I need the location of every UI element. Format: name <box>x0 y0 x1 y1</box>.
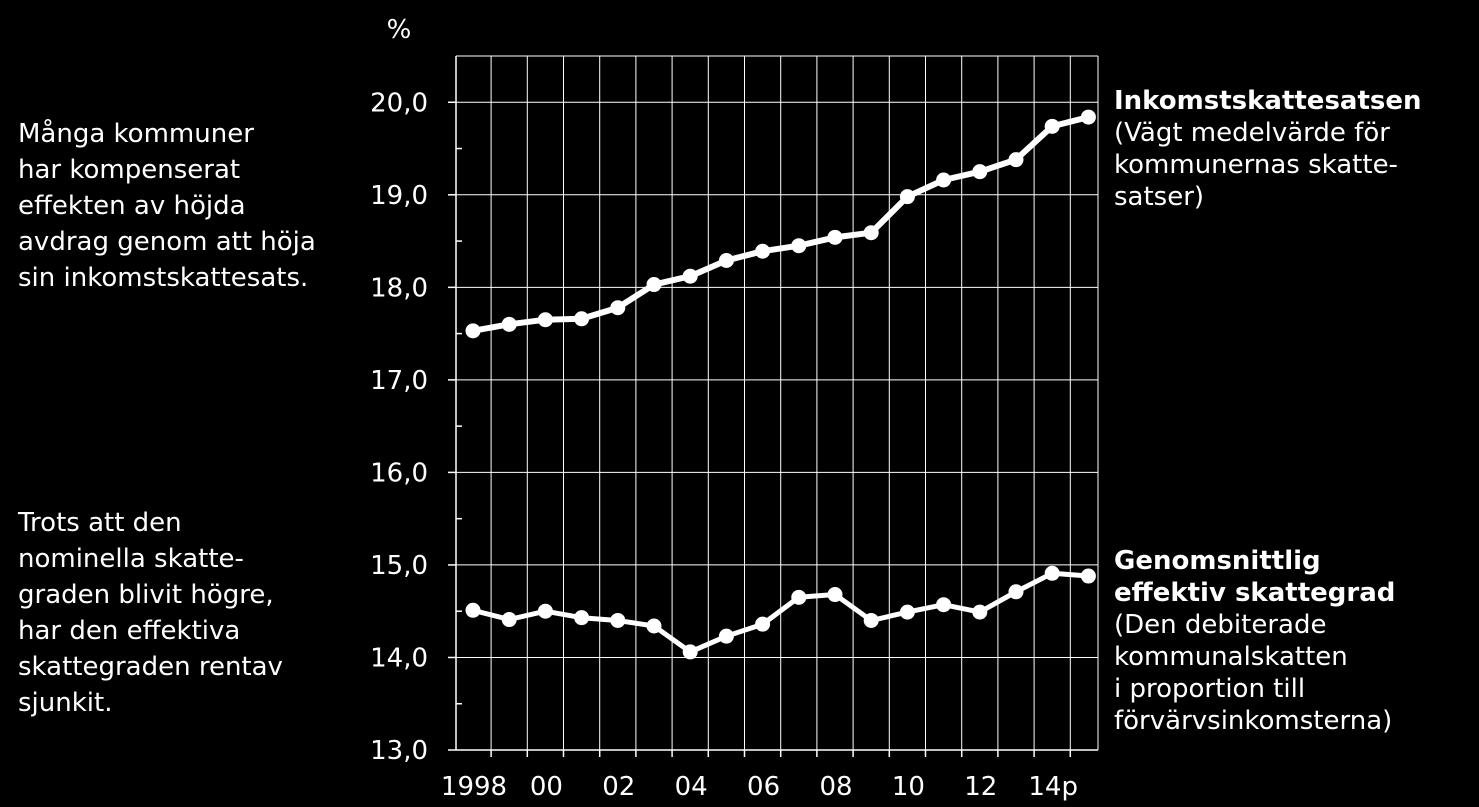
y-tick-label: 20,0 <box>370 88 428 118</box>
data-point <box>1008 152 1024 168</box>
data-point <box>827 587 843 603</box>
y-tick-label: 19,0 <box>370 181 428 211</box>
data-point <box>899 189 915 205</box>
data-point <box>646 277 662 293</box>
y-tick-label: 18,0 <box>370 273 428 303</box>
y-axis-unit: % <box>387 15 412 45</box>
data-point <box>610 300 626 316</box>
data-point <box>574 610 590 626</box>
x-tick-label: 12 <box>964 772 997 802</box>
x-tick-label: 02 <box>602 772 635 802</box>
series-label-income-tax-title: Inkomstskattesatsen <box>1114 86 1422 116</box>
data-point <box>863 612 879 628</box>
data-point <box>972 604 988 620</box>
data-point <box>1008 584 1024 600</box>
x-tick-label: 00 <box>530 772 563 802</box>
annotation-top: Många kommuner har kompenserat effekten … <box>18 119 316 293</box>
data-point <box>1080 109 1096 125</box>
data-point <box>1080 568 1096 584</box>
data-point <box>682 268 698 284</box>
data-point <box>1044 118 1060 134</box>
data-point <box>972 164 988 180</box>
data-point <box>537 312 553 328</box>
series-label-effective-rate: Genomsnittlig effektiv skattegrad (Den d… <box>1114 545 1474 737</box>
data-point <box>718 628 734 644</box>
data-point <box>465 323 481 339</box>
series-group <box>465 109 1096 660</box>
y-tick-label: 17,0 <box>370 366 428 396</box>
data-point <box>501 612 517 628</box>
data-point <box>755 243 771 259</box>
series-label-income-tax-desc: (Vägt medelvärde för kommunernas skatte-… <box>1114 118 1398 212</box>
y-tick-label: 16,0 <box>370 458 428 488</box>
data-point <box>537 603 553 619</box>
data-point <box>936 597 952 613</box>
y-tick-label: 13,0 <box>370 736 428 766</box>
data-point <box>755 616 771 632</box>
data-point <box>791 238 807 254</box>
x-tick-label: 08 <box>819 772 852 802</box>
data-point <box>1044 565 1060 581</box>
data-point <box>718 252 734 268</box>
data-point <box>936 172 952 188</box>
data-point <box>899 604 915 620</box>
data-point <box>501 316 517 332</box>
annotation-bottom: Trots att den nominella skatte- graden b… <box>18 508 283 718</box>
data-point <box>791 589 807 605</box>
y-tick-label: 14,0 <box>370 643 428 673</box>
y-tick-label: 15,0 <box>370 551 428 581</box>
series-label-income-tax: Inkomstskattesatsen (Vägt medelvärde för… <box>1114 85 1474 213</box>
x-tick-label: 14p <box>1028 772 1078 802</box>
data-point <box>610 612 626 628</box>
data-point <box>646 618 662 634</box>
data-point <box>682 644 698 660</box>
series-label-effective-rate-desc: (Den debiterade kommunalskatten i propor… <box>1114 610 1393 736</box>
series-label-effective-rate-title: Genomsnittlig effektiv skattegrad <box>1114 546 1396 608</box>
x-tick-label: 06 <box>747 772 780 802</box>
data-point <box>827 229 843 245</box>
x-tick-label: 1998 <box>441 772 507 802</box>
data-point <box>465 602 481 618</box>
axes: 13,0 14,0 15,0 16,0 17,0 18,0 19,0 20,0 1998 00 02… <box>370 56 1098 802</box>
x-tick-label: 04 <box>675 772 708 802</box>
data-point <box>863 225 879 241</box>
x-tick-label: 10 <box>892 772 925 802</box>
data-point <box>574 311 590 327</box>
grid <box>456 55 1099 750</box>
